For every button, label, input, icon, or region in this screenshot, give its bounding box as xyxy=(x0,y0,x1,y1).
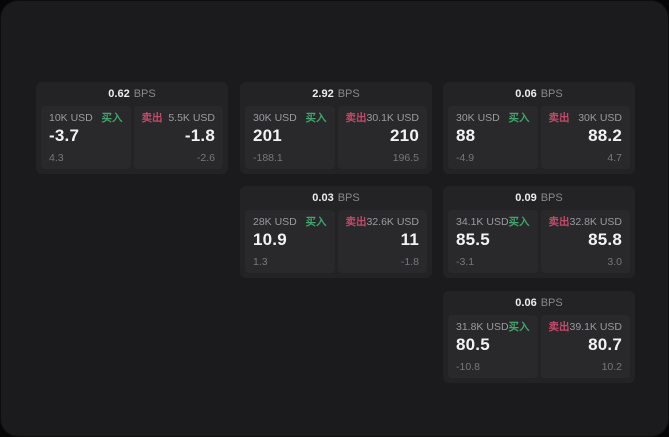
buy-tag: 买入 xyxy=(305,112,327,124)
sell-price: 210 xyxy=(390,126,419,145)
sell-size-label: 32.8K USD xyxy=(569,216,623,228)
buy-size-label: 34.1K USD xyxy=(456,216,509,228)
bps-unit-label: BPS xyxy=(540,297,563,309)
sell-price: 11 xyxy=(400,230,419,249)
buy-tag: 买入 xyxy=(508,321,530,333)
bps-header: 0.62 BPS xyxy=(36,82,228,106)
sell-delta: -1.8 xyxy=(400,256,419,268)
buy-size-label: 10K USD xyxy=(49,112,93,124)
bps-value: 0.06 xyxy=(515,88,537,100)
sell-size-label: 30K USD xyxy=(578,112,622,124)
sell-size-label: 32.6K USD xyxy=(366,216,420,228)
sell-size-label: 39.1K USD xyxy=(569,321,623,333)
bps-value: 0.62 xyxy=(108,88,130,100)
sell-delta: 196.5 xyxy=(392,152,419,164)
buy-panel[interactable]: 34.1K USD 买入 85.5 -3.1 xyxy=(448,210,538,273)
sell-price: -1.8 xyxy=(184,126,215,145)
sell-size-label: 30.1K USD xyxy=(366,112,420,124)
bps-value: 0.06 xyxy=(515,297,537,309)
bps-header: 0.06 BPS xyxy=(443,82,635,106)
sell-delta: 10.2 xyxy=(601,361,622,373)
buy-price: 201 xyxy=(253,126,282,145)
buy-tag: 买入 xyxy=(101,112,123,124)
buy-price: 80.5 xyxy=(456,335,490,354)
sell-price: 85.8 xyxy=(588,230,622,249)
bps-header: 0.03 BPS xyxy=(240,186,432,210)
quote-card: 0.09 BPS 34.1K USD 买入 85.5 -3.1 卖出 32.8K… xyxy=(443,186,635,278)
quote-card: 0.62 BPS 10K USD 买入 -3.7 4.3 卖出 5.5K USD… xyxy=(36,82,228,174)
buy-price: 88 xyxy=(456,126,476,145)
buy-delta: 4.3 xyxy=(49,152,64,164)
bps-header: 0.06 BPS xyxy=(443,291,635,315)
quote-card: 0.03 BPS 28K USD 买入 10.9 1.3 卖出 32.6K US… xyxy=(240,186,432,278)
buy-panel[interactable]: 28K USD 买入 10.9 1.3 xyxy=(245,210,335,273)
bps-unit-label: BPS xyxy=(540,192,563,204)
sell-tag: 卖出 xyxy=(345,216,367,228)
sell-panel[interactable]: 卖出 32.8K USD 85.8 3.0 xyxy=(540,210,630,273)
buy-panel[interactable]: 31.8K USD 买入 80.5 -10.8 xyxy=(448,315,538,378)
buy-delta: -10.8 xyxy=(456,361,480,373)
sell-size-label: 5.5K USD xyxy=(168,112,215,124)
sell-panel[interactable]: 卖出 30K USD 88.2 4.7 xyxy=(540,106,630,169)
bps-value: 0.09 xyxy=(515,192,537,204)
bps-value: 2.92 xyxy=(312,88,334,100)
quote-card: 0.06 BPS 30K USD 买入 88 -4.9 卖出 30K USD 8… xyxy=(443,82,635,174)
quote-card: 2.92 BPS 30K USD 买入 201 -188.1 卖出 30.1K … xyxy=(240,82,432,174)
buy-panel[interactable]: 30K USD 买入 88 -4.9 xyxy=(448,106,538,169)
buy-price: -3.7 xyxy=(49,126,80,145)
buy-delta: -3.1 xyxy=(456,256,475,268)
sell-panel[interactable]: 卖出 5.5K USD -1.8 -2.6 xyxy=(133,106,223,169)
buy-size-label: 28K USD xyxy=(253,216,297,228)
buy-panel[interactable]: 30K USD 买入 201 -188.1 xyxy=(245,106,335,169)
buy-tag: 买入 xyxy=(508,216,530,228)
buy-price: 10.9 xyxy=(253,230,287,249)
buy-size-label: 31.8K USD xyxy=(456,321,509,333)
buy-tag: 买入 xyxy=(305,216,327,228)
buy-delta: -188.1 xyxy=(253,152,283,164)
sell-tag: 卖出 xyxy=(141,112,163,124)
bps-value: 0.03 xyxy=(312,192,334,204)
sell-panel[interactable]: 卖出 39.1K USD 80.7 10.2 xyxy=(540,315,630,378)
sell-panel[interactable]: 卖出 30.1K USD 210 196.5 xyxy=(337,106,427,169)
bps-unit-label: BPS xyxy=(133,88,156,100)
sell-delta: 4.7 xyxy=(607,152,622,164)
sell-delta: -2.6 xyxy=(196,152,215,164)
quote-card: 0.06 BPS 31.8K USD 买入 80.5 -10.8 卖出 39.1… xyxy=(443,291,635,383)
buy-delta: -4.9 xyxy=(456,152,475,164)
buy-panel[interactable]: 10K USD 买入 -3.7 4.3 xyxy=(41,106,131,169)
buy-size-label: 30K USD xyxy=(253,112,297,124)
bps-unit-label: BPS xyxy=(540,88,563,100)
sell-panel[interactable]: 卖出 32.6K USD 11 -1.8 xyxy=(337,210,427,273)
buy-size-label: 30K USD xyxy=(456,112,500,124)
bps-header: 0.09 BPS xyxy=(443,186,635,210)
sell-delta: 3.0 xyxy=(607,256,622,268)
buy-tag: 买入 xyxy=(508,112,530,124)
bps-unit-label: BPS xyxy=(337,88,360,100)
sell-tag: 卖出 xyxy=(548,216,570,228)
sell-price: 88.2 xyxy=(588,126,622,145)
sell-tag: 卖出 xyxy=(548,112,570,124)
buy-price: 85.5 xyxy=(456,230,490,249)
bps-header: 2.92 BPS xyxy=(240,82,432,106)
sell-tag: 卖出 xyxy=(548,321,570,333)
sell-tag: 卖出 xyxy=(345,112,367,124)
sell-price: 80.7 xyxy=(588,335,622,354)
bps-unit-label: BPS xyxy=(337,192,360,204)
buy-delta: 1.3 xyxy=(253,256,268,268)
